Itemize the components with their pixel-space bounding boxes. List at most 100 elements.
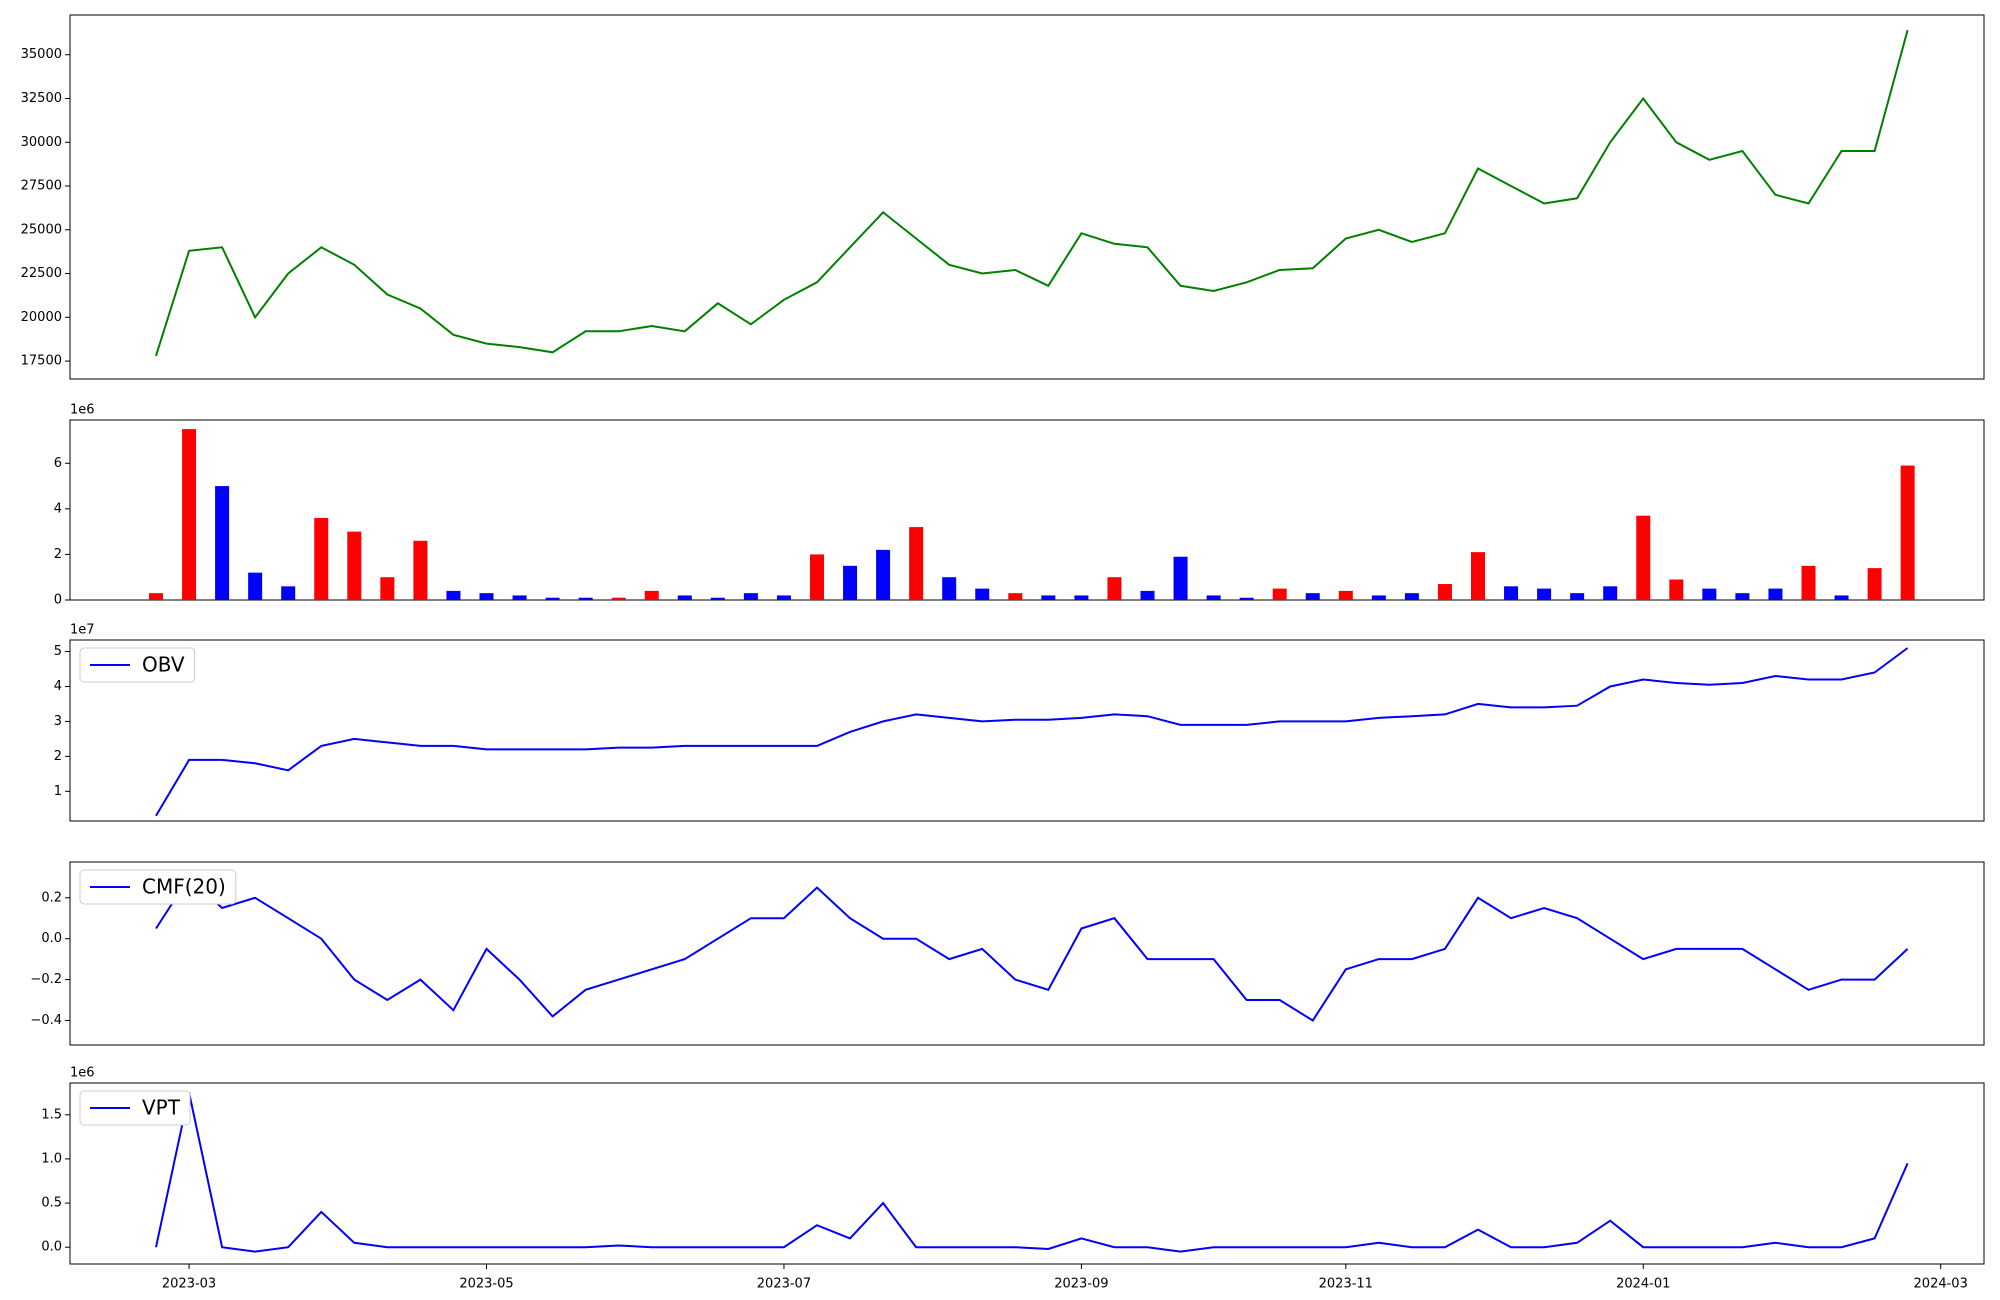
x-tick-label: 2023-05 xyxy=(459,1277,513,1292)
y-tick-label: −0.4 xyxy=(30,1013,62,1028)
bar xyxy=(1173,556,1188,600)
y-tick-label: 0.0 xyxy=(41,931,62,946)
bar xyxy=(942,577,957,600)
bar xyxy=(743,593,758,600)
x-tick-label: 2023-07 xyxy=(757,1277,811,1292)
bar xyxy=(1636,515,1651,600)
axis-offset-label: 1e6 xyxy=(70,1066,95,1081)
bar xyxy=(380,577,395,600)
bar xyxy=(644,590,659,600)
y-tick-label: 30000 xyxy=(21,135,62,150)
y-tick-label: 0 xyxy=(54,593,62,608)
y-tick-label: 4 xyxy=(54,501,62,516)
bar xyxy=(1206,595,1221,600)
y-tick-label: 32500 xyxy=(21,91,62,106)
bar xyxy=(1669,579,1684,600)
axis-offset-label: 1e7 xyxy=(70,623,95,638)
y-tick-label: 2 xyxy=(54,749,62,764)
bar xyxy=(182,429,197,600)
x-tick-label: 2024-01 xyxy=(1616,1277,1670,1292)
bar xyxy=(1305,593,1320,600)
bar xyxy=(1504,586,1519,600)
line xyxy=(155,647,1909,817)
bar xyxy=(975,588,990,600)
bar xyxy=(413,540,428,600)
x-tick-label: 2023-11 xyxy=(1319,1277,1373,1292)
line xyxy=(155,29,1909,357)
legend-box xyxy=(79,1090,191,1126)
bar xyxy=(1140,590,1155,600)
bar xyxy=(1272,588,1287,600)
bar xyxy=(843,565,858,600)
plot-frame xyxy=(69,861,1985,1046)
bar xyxy=(215,486,230,600)
y-tick-label: 6 xyxy=(54,456,62,471)
y-tick-label: 0.2 xyxy=(41,890,62,905)
bar xyxy=(1900,465,1915,600)
y-tick-label: 1 xyxy=(54,784,62,799)
y-tick-label: 35000 xyxy=(21,47,62,62)
bar xyxy=(776,595,791,600)
bar xyxy=(1041,595,1056,600)
bar xyxy=(347,531,362,600)
bar xyxy=(578,597,593,600)
bar xyxy=(1768,588,1783,600)
bar xyxy=(810,554,824,600)
legend-box xyxy=(79,647,196,683)
x-tick-label: 2024-03 xyxy=(1914,1277,1968,1292)
bar xyxy=(1735,593,1750,600)
legend-label: OBV xyxy=(142,653,185,677)
legend-label: VPT xyxy=(142,1096,181,1120)
bar xyxy=(1008,593,1023,600)
y-tick-label: 0.0 xyxy=(41,1240,62,1255)
line xyxy=(155,875,1909,1022)
bar xyxy=(1867,568,1882,600)
bar xyxy=(446,590,461,600)
y-tick-label: 3 xyxy=(54,714,62,729)
legend-label: CMF(20) xyxy=(142,875,226,899)
bar xyxy=(1074,595,1089,600)
y-tick-label: 22500 xyxy=(21,266,62,281)
y-tick-label: 17500 xyxy=(21,354,62,369)
bar xyxy=(909,527,924,600)
y-tick-label: 4 xyxy=(54,679,62,694)
bar xyxy=(1107,577,1122,600)
bar xyxy=(1537,588,1552,600)
bar xyxy=(149,593,163,600)
bar xyxy=(1437,584,1452,600)
y-tick-label: 1.0 xyxy=(41,1151,62,1166)
bar xyxy=(248,572,263,600)
bar xyxy=(479,593,494,600)
bar xyxy=(1471,552,1485,600)
bar xyxy=(1834,595,1849,600)
y-tick-label: 1.5 xyxy=(41,1107,62,1122)
bar xyxy=(1702,588,1717,600)
bar xyxy=(281,586,296,600)
x-tick-label: 2023-09 xyxy=(1054,1277,1108,1292)
bar xyxy=(314,517,329,600)
plot-frame xyxy=(69,639,1985,822)
bar xyxy=(876,549,891,600)
y-tick-label: 25000 xyxy=(21,222,62,237)
plot-frame xyxy=(69,419,1985,601)
bar xyxy=(1570,593,1585,600)
legend-box xyxy=(79,869,237,905)
bar xyxy=(1239,597,1254,600)
y-tick-label: 20000 xyxy=(21,310,62,325)
y-tick-label: 0.5 xyxy=(41,1196,62,1211)
line xyxy=(155,1092,1909,1253)
x-tick-label: 2023-03 xyxy=(162,1277,216,1292)
bar xyxy=(611,597,626,600)
bar xyxy=(1338,590,1353,600)
y-tick-label: 27500 xyxy=(21,179,62,194)
plot-frame xyxy=(69,14,1985,380)
bar xyxy=(545,597,560,600)
axis-offset-label: 1e6 xyxy=(70,403,95,418)
bar xyxy=(1801,565,1816,600)
bar xyxy=(512,595,527,600)
y-tick-label: 2 xyxy=(54,547,62,562)
bar xyxy=(1371,595,1386,600)
bar xyxy=(710,597,725,600)
y-tick-label: −0.2 xyxy=(30,972,62,987)
